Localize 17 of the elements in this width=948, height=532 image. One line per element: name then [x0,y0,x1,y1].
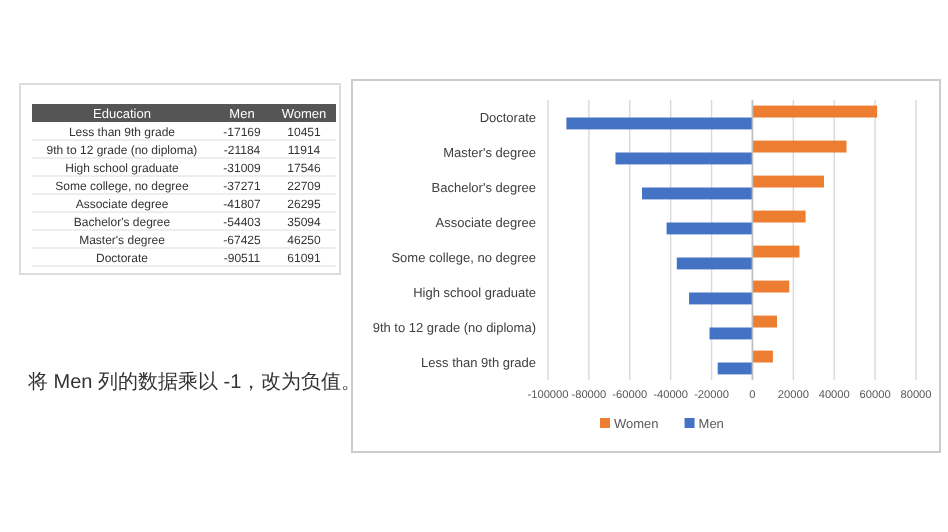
bar [752,210,806,223]
bar [752,280,790,293]
bar [666,222,753,235]
bar [752,140,847,153]
bar [717,362,753,375]
bar [752,350,773,363]
bar [752,175,824,188]
bar [752,245,800,258]
bar [566,117,753,130]
bar [642,187,753,200]
bar [752,105,878,118]
bar [709,327,753,340]
bar [676,257,753,270]
bar [615,152,753,165]
bar [689,292,753,305]
text: 将 Men 列的数据乘以 -1，改为负值。 [26,370,362,394]
bar [752,315,777,328]
